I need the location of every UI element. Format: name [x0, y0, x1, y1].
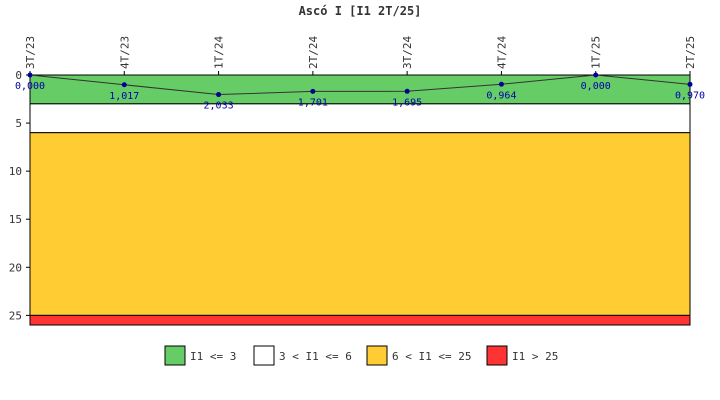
data-point	[593, 72, 599, 78]
x-tick-label: 1T/25	[590, 36, 603, 69]
data-label: 1,695	[392, 97, 422, 108]
data-label: 0,970	[675, 90, 705, 101]
data-label: 0,964	[486, 90, 516, 101]
data-point	[27, 72, 33, 78]
legend-label: 3 < I1 <= 6	[279, 350, 352, 363]
data-point	[216, 92, 222, 98]
y-tick-label: 15	[9, 213, 22, 226]
data-label: 1,701	[298, 97, 328, 108]
x-tick-label: 3T/24	[401, 36, 414, 69]
band-2	[29, 132, 691, 316]
x-tick-label: 2T/24	[307, 36, 320, 69]
data-point	[310, 88, 316, 94]
y-tick-label: 25	[9, 309, 22, 322]
data-label: 1,017	[109, 91, 139, 102]
data-point	[687, 81, 693, 87]
chart-title: Ascó I [I1 2T/25]	[299, 4, 422, 18]
legend-swatch	[366, 345, 388, 366]
axes: 0 5 10 15 20 25 3T/23 4T/23 1T/24 2T/24 3T/24 4T/24…	[9, 36, 697, 326]
legend-label: 6 < I1 <= 25	[392, 350, 471, 363]
legend-swatch	[164, 345, 186, 366]
x-tick-label: 1T/24	[213, 36, 226, 69]
data-point	[498, 81, 504, 87]
data-point	[121, 82, 127, 88]
data-series: 0,000 1,017 2,033 1,701 1,695 0,964 0,000 0,970	[15, 72, 705, 112]
x-tick-label: 4T/23	[118, 36, 131, 69]
band-1	[29, 103, 691, 134]
legend-swatch	[253, 345, 275, 366]
y-tick-label: 10	[9, 165, 22, 178]
y-tick-label: 0	[15, 69, 22, 82]
data-label: 0,000	[581, 81, 611, 92]
band-3	[29, 314, 691, 326]
legend-swatch	[486, 345, 508, 366]
threshold-bands	[29, 74, 691, 326]
data-label: 0,000	[15, 81, 45, 92]
legend-label: I1 <= 3	[190, 350, 236, 363]
y-tick-label: 5	[15, 117, 22, 130]
x-tick-label: 3T/23	[24, 36, 37, 69]
series-line	[29, 74, 691, 96]
x-tick-label: 4T/24	[495, 36, 508, 69]
x-tick-label: 2T/25	[684, 36, 697, 69]
y-tick-label: 20	[9, 261, 22, 274]
data-label: 2,033	[204, 101, 234, 112]
legend-label: I1 > 25	[512, 350, 558, 363]
legend: I1 <= 3 3 < I1 <= 6 6 < I1 <= 25 I1 > 25	[164, 345, 558, 366]
data-point	[404, 88, 410, 94]
band-0	[29, 74, 691, 105]
